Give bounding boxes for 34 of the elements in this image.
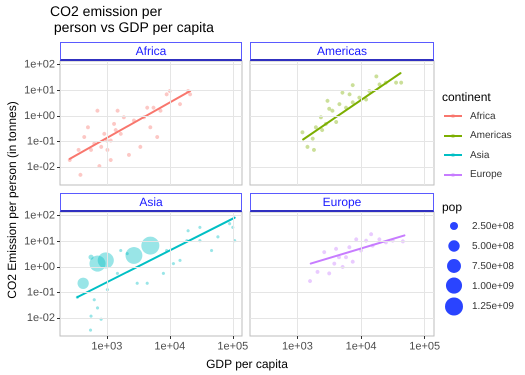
x-tick-label: 1e+05 [217,340,248,352]
chart-subtitle: Europe [250,193,434,212]
x-tick-label: 1e+03 [282,340,313,352]
x-tick-label: 1e+05 [409,340,440,352]
legend-label: 2.50e+08 [472,220,514,232]
legend-label: Africa [470,110,496,122]
y-tick-label: 1e-01 [26,286,55,299]
y-tick-label: 1e+00 [24,260,55,273]
legend-title: continent [442,90,491,104]
y-axis-title: CO2 Emission per person (in tonnes) [5,101,19,299]
y-tick-label: 1e+02 [24,210,55,222]
y-tick-label: 1e+01 [24,235,55,248]
y-tick-label: 1e-01 [26,136,55,148]
y-tick-label: 1e+02 [24,58,55,71]
y-tick-label: 1e-02 [26,312,55,324]
y-tick-label: 1e-02 [26,161,55,174]
x-axis-title: GDP per capita [206,357,288,371]
chart-subtitle: Americas [250,42,434,61]
chart-subtitle: Africa [60,42,242,61]
x-tick-label: 1e+03 [91,340,122,352]
y-tick-label: 1e+00 [24,110,55,122]
legend-label: 1.00e+09 [472,280,514,292]
y-tick-label: 1e+01 [24,84,55,96]
legend-label: 7.50e+08 [472,260,514,272]
x-tick-label: 1e+04 [154,340,186,352]
chart-subtitle: Asia [60,193,242,212]
legend-label: 5.00e+08 [472,240,514,252]
legend-label: 1.25e+09 [472,300,514,312]
legend-title: pop [442,200,462,214]
legend-label: Asia [470,150,490,160]
legend-label: Europe [470,169,502,180]
x-tick-label: 1e+04 [346,340,377,352]
chart-title: CO2 emission per person vs GDP per capita [50,3,214,35]
legend-label: Americas [470,130,512,141]
